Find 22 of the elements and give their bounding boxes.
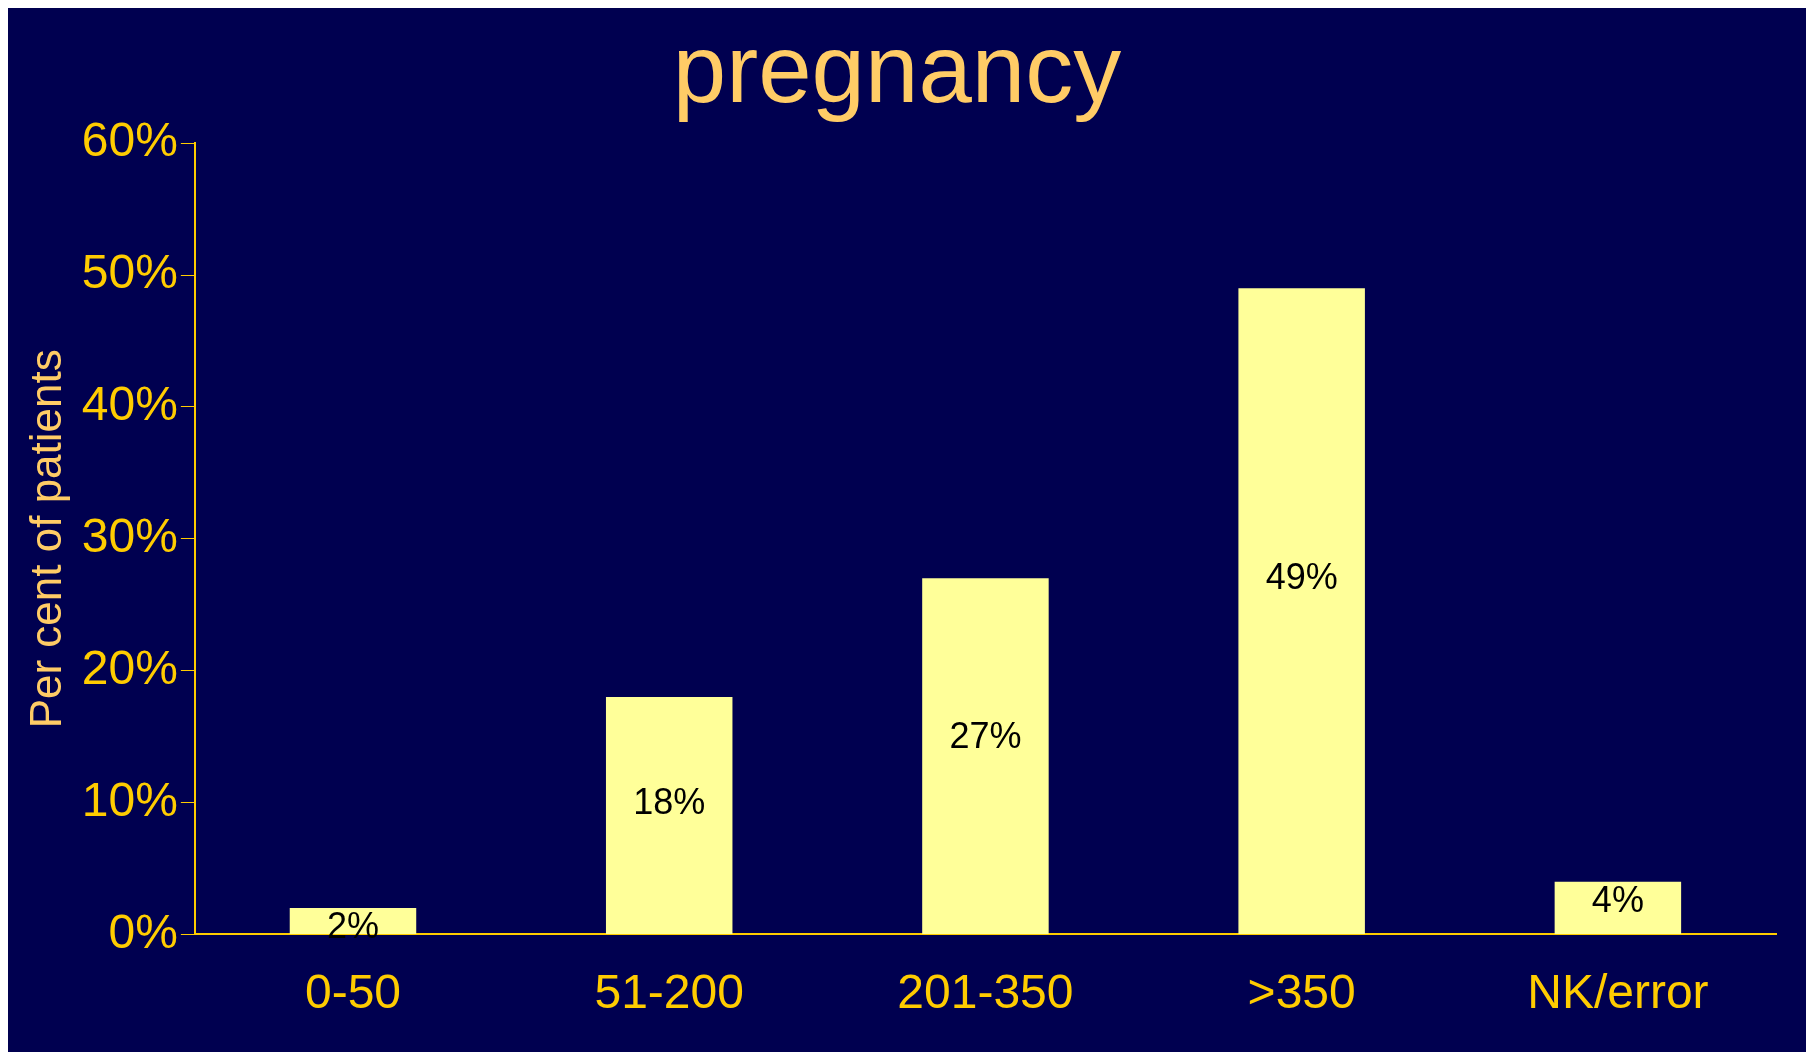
y-tick-label: 40% — [81, 377, 178, 431]
y-tick-label: 0% — [108, 904, 178, 958]
bar — [922, 578, 1049, 934]
bar — [1554, 881, 1682, 934]
bar — [605, 697, 733, 934]
y-tick-label: 50% — [81, 245, 178, 299]
y-tick-label: 20% — [81, 640, 178, 694]
y-tick-label: 10% — [81, 772, 178, 826]
y-axis-title: Per cent of patients — [20, 349, 70, 729]
x-tick-label: >350 — [1247, 965, 1356, 1019]
data-label: 49% — [1265, 555, 1338, 597]
data-label: 4% — [1591, 878, 1644, 920]
x-tick-label: 0-50 — [304, 965, 402, 1019]
chart-title: pregnancy — [672, 15, 1122, 123]
y-tick-label: 30% — [81, 509, 178, 563]
data-label: 27% — [949, 715, 1022, 757]
x-tick-label: NK/error — [1527, 965, 1709, 1019]
bar — [1238, 288, 1365, 934]
data-label: 18% — [633, 780, 706, 822]
x-tick-label: 201-350 — [897, 965, 1074, 1019]
y-tick-label: 60% — [81, 113, 178, 167]
x-tick-label: 51-200 — [594, 965, 744, 1019]
